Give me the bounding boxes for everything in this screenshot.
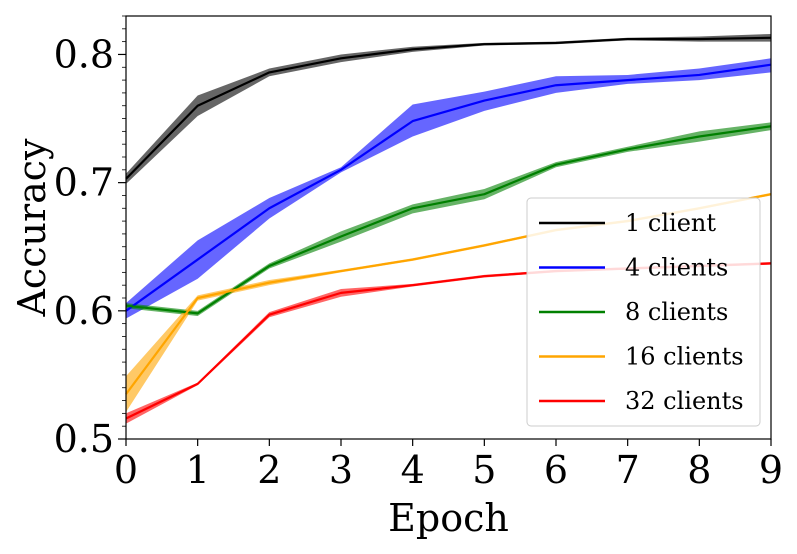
y-tick-label: 0.6 — [54, 289, 114, 333]
legend-label-1-client: 1 client — [625, 209, 716, 237]
legend-label-8-clients: 8 clients — [625, 298, 728, 326]
band-1-client — [126, 33, 771, 184]
x-tick-label: 1 — [186, 448, 210, 492]
legend: 1 client 4 clients 8 clients 16 clients 32 c… — [526, 197, 761, 427]
y-tick-label: 0.5 — [54, 417, 114, 461]
x-axis-title: Epoch — [388, 496, 509, 540]
legend-label-16-clients: 16 clients — [625, 343, 744, 371]
x-tick-label: 0 — [114, 448, 138, 492]
legend-label-32-clients: 32 clients — [625, 387, 744, 415]
x-tick-label: 7 — [616, 448, 640, 492]
x-tick-label: 5 — [472, 448, 496, 492]
y-tick-label: 0.8 — [54, 32, 114, 76]
x-tick-label: 2 — [257, 448, 281, 492]
legend-label-4-clients: 4 clients — [625, 254, 728, 282]
line-1-client — [125, 36, 772, 180]
x-tick-label: 4 — [401, 448, 425, 492]
x-tick-label: 6 — [544, 448, 568, 492]
y-axis-ticks: 0.5 0.6 0.7 0.8 — [54, 15, 126, 461]
x-tick-label: 8 — [687, 448, 711, 492]
plot-frame — [125, 15, 772, 440]
legend-box — [526, 197, 761, 427]
x-tick-label: 3 — [329, 448, 353, 492]
line-4-clients — [125, 63, 772, 312]
y-axis-title: Accuracy — [10, 138, 54, 318]
x-axis-ticks: 0 1 2 3 4 5 6 7 8 9 — [114, 439, 783, 492]
x-tick-label: 9 — [759, 448, 783, 492]
y-tick-label: 0.7 — [54, 161, 114, 205]
